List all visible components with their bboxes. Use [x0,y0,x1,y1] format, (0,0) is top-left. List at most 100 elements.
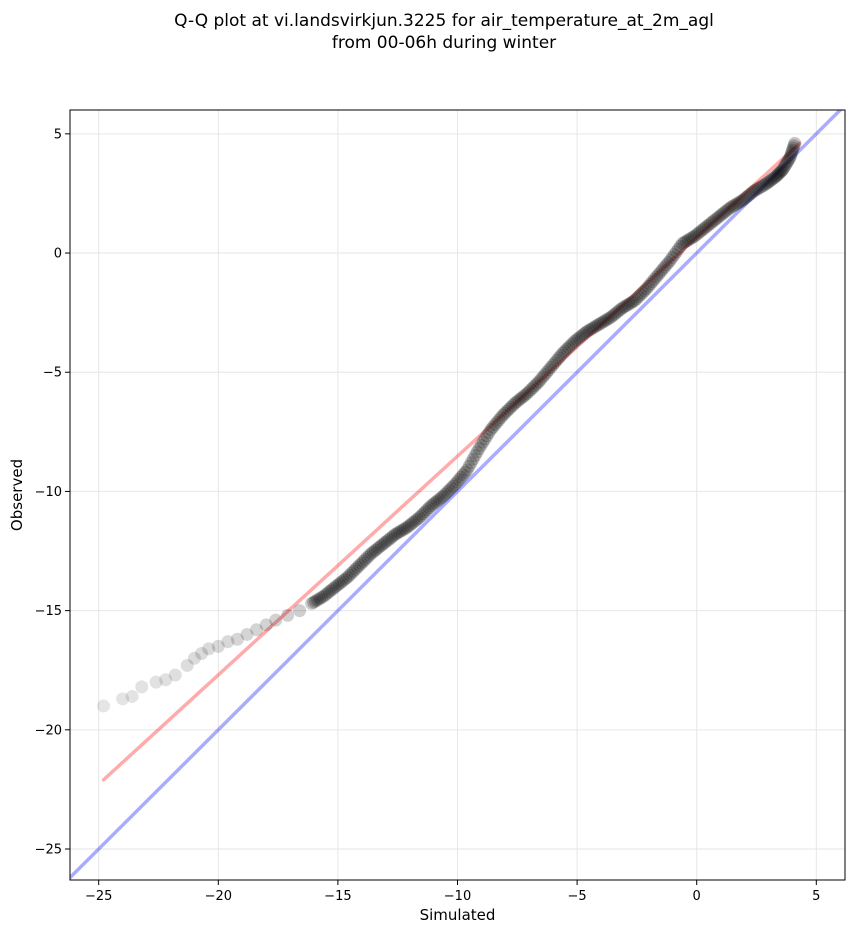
quantile-point-118 [500,404,514,418]
quantile-point-128 [520,387,534,401]
quantile-point-85 [434,491,448,505]
quantile-point-240 [743,187,757,201]
quantile-point-178 [620,298,634,312]
quantile-point-114 [492,413,506,427]
quantile-point-125 [514,391,528,405]
quantile-point-76 [416,507,430,521]
quantile-point-199 [661,256,675,270]
quantile-point-2 [125,689,139,703]
quantile-point-27 [319,588,333,602]
quantile-point-149 [562,340,576,354]
y-axis-label: Observed [8,459,26,531]
quantile-point-42 [348,562,362,576]
quantile-point-209 [681,233,695,247]
quantile-point-268 [785,146,799,160]
quantile-point-262 [778,159,792,173]
quantile-point-103 [470,445,484,459]
axis-ticks: −25 −20 −15 −10 −5 0 5 5 0 −5 −10 −15 −20 −25 [35,127,821,904]
quantile-point-51 [366,545,380,559]
quantile-point-56 [376,537,390,551]
quantile-point-207 [677,235,691,249]
quantile-point-53 [370,542,384,556]
quantile-point-126 [516,390,530,404]
quantile-point-61 [386,529,400,543]
quantile-point-172 [608,307,622,321]
quantile-point-10 [202,642,216,656]
quantile-point-195 [653,265,667,279]
x-tick-label-2: −15 [324,889,351,904]
quantile-point-127 [518,388,532,402]
quantile-point-171 [606,309,620,323]
quantile-point-165 [594,316,608,330]
quantile-point-228 [719,204,733,218]
quantile-point-170 [604,310,618,324]
quantile-point-108 [480,429,494,443]
quantile-point-37 [338,572,352,586]
quantile-point-193 [649,270,663,284]
quantile-point-237 [737,192,751,206]
quantile-point-235 [733,195,747,209]
quantile-point-203 [669,245,683,259]
quantile-point-198 [659,258,673,272]
quantile-point-218 [699,220,713,234]
quantile-point-91 [446,479,460,493]
quantile-point-231 [725,200,739,214]
quantile-point-71 [406,515,420,529]
quantile-point-251 [764,173,778,187]
quantile-point-158 [580,325,594,339]
quantile-point-234 [731,196,745,210]
quantile-point-144 [552,351,566,365]
quantile-point-254 [769,170,783,184]
quantile-point-57 [378,535,392,549]
quantile-point-24 [313,592,327,606]
quantile-point-266 [783,151,797,165]
quantile-point-105 [474,438,488,452]
quantile-point-82 [428,496,442,510]
quantile-point-173 [610,306,624,320]
quantile-point-145 [554,349,568,363]
quantile-point-78 [420,503,434,517]
quantile-point-60 [384,531,398,545]
quantile-point-96 [456,468,470,482]
quantile-point-113 [490,415,504,429]
x-tick-label-6: 5 [812,889,820,904]
chart-title: Q-Q plot at vi.landsvirkjun.3225 for air… [174,11,714,53]
quantile-point-245 [753,180,767,194]
quantile-point-17 [269,613,283,627]
quantile-point-87 [438,487,452,501]
quantile-point-252 [765,172,779,186]
quantile-point-109 [482,426,496,440]
quantile-point-12 [221,635,235,649]
quantile-point-163 [590,319,604,333]
chart-title-line-2: from 00-06h during winter [332,33,556,53]
quantile-point-210 [683,232,697,246]
quantile-point-46 [356,554,370,568]
quantile-point-179 [622,297,636,311]
quantile-point-63 [390,526,404,540]
quantile-point-141 [546,358,560,372]
quantile-point-22 [309,594,323,608]
quantile-point-246 [755,179,769,193]
quantile-point-256 [771,167,785,181]
quantile-point-29 [323,585,337,599]
quantile-point-72 [408,514,422,528]
quantile-point-100 [464,456,478,470]
quantile-point-79 [422,501,436,515]
quantile-point-1 [116,692,130,706]
quantile-point-146 [556,346,570,360]
quantile-point-255 [770,169,784,183]
quantile-point-253 [767,171,781,185]
quantile-point-232 [727,198,741,212]
x-tick-label-5: 0 [693,889,701,904]
quantile-point-67 [398,521,412,535]
quantile-point-84 [432,492,446,506]
quantile-point-216 [695,223,709,237]
quantile-point-159 [582,324,596,338]
quantile-point-247 [757,178,771,192]
quantile-point-161 [586,321,600,335]
quantile-point-14 [240,627,254,641]
quantile-point-189 [641,279,655,293]
quantile-point-239 [741,189,755,203]
quantile-point-169 [602,312,616,326]
